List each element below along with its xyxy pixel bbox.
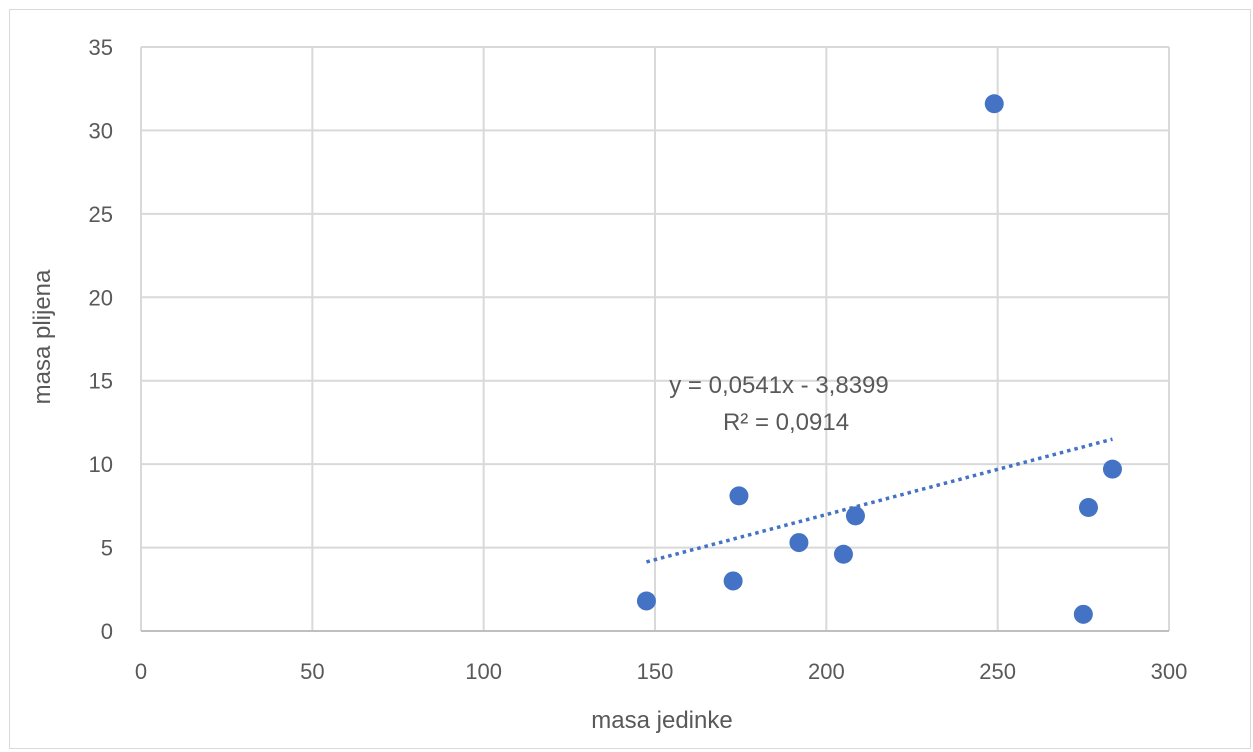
y-tick-label: 25 <box>89 202 113 227</box>
tick-labels: 0 5 10 15 20 25 30 35 0 50 100 150 200 250 300 <box>89 35 1188 684</box>
gridlines <box>140 46 1170 631</box>
y-tick-label: 30 <box>89 118 113 143</box>
y-tick-label: 5 <box>101 536 113 561</box>
chart-frame <box>9 9 1251 749</box>
data-points <box>636 94 1122 624</box>
scatter-point <box>729 486 749 506</box>
scatter-point <box>1078 498 1098 518</box>
scatter-point <box>1073 604 1093 624</box>
x-axis-title: masa jedinke <box>591 707 732 734</box>
y-tick-label: 15 <box>89 369 113 394</box>
x-tick-label: 150 <box>637 659 674 684</box>
x-tick-label: 200 <box>808 659 845 684</box>
scatter-point <box>789 533 809 553</box>
y-tick-label: 0 <box>101 619 113 644</box>
trendline-group <box>645 437 1113 564</box>
x-tick-label: 50 <box>300 659 324 684</box>
scatter-point <box>723 571 743 591</box>
x-tick-label: 300 <box>1151 659 1188 684</box>
y-tick-label: 10 <box>89 452 113 477</box>
scatter-point <box>984 94 1004 114</box>
trendline-equation: y = 0,0541x - 3,8399 <box>669 372 889 399</box>
y-tick-label: 20 <box>89 285 113 310</box>
scatter-point <box>845 506 865 526</box>
x-tick-label: 100 <box>465 659 502 684</box>
trendline-r-squared: R² = 0,0914 <box>723 409 849 436</box>
scatter-point <box>833 544 853 564</box>
x-tick-label: 250 <box>979 659 1016 684</box>
scatter-point <box>1102 459 1122 479</box>
scatter-point <box>636 591 656 611</box>
y-axis-title: masa plijena <box>29 269 56 404</box>
y-tick-label: 35 <box>89 35 113 60</box>
x-tick-label: 0 <box>135 659 147 684</box>
trendline <box>645 437 1113 564</box>
